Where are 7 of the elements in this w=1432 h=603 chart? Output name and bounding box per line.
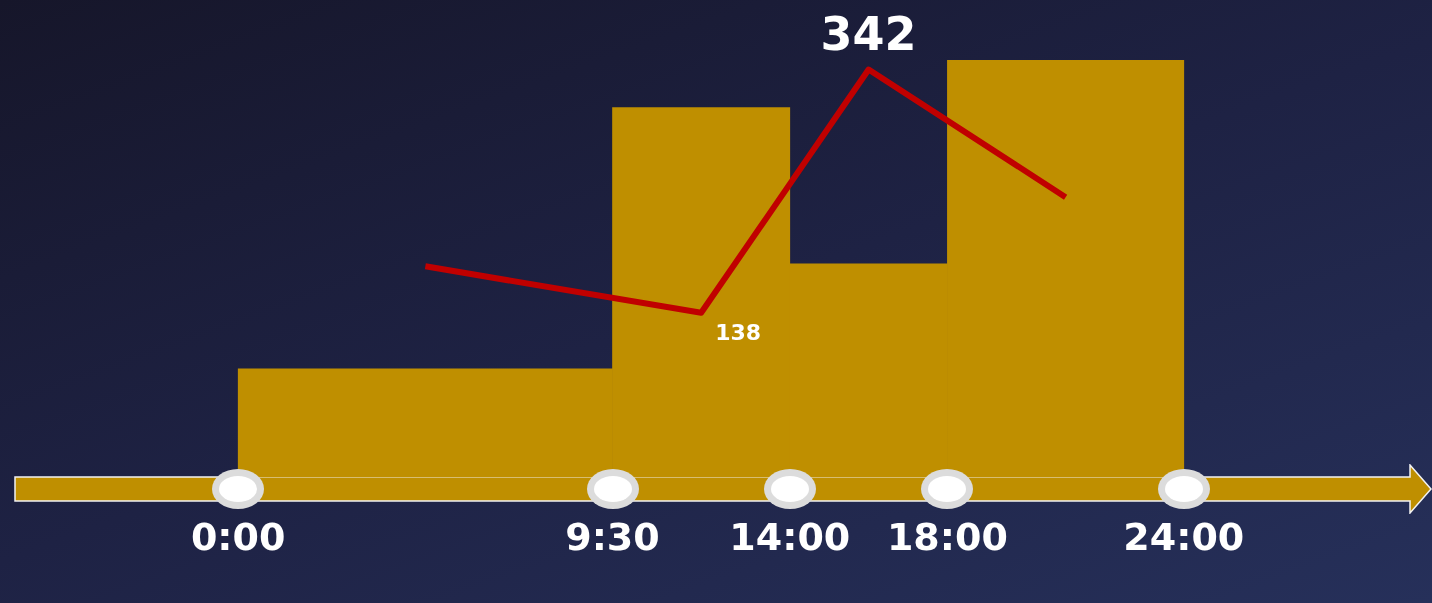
data-label: 138	[715, 319, 762, 345]
x-tick-label: 0:00	[190, 515, 286, 560]
x-tick-label: 18:00	[886, 515, 1008, 560]
data-label: 342	[820, 7, 917, 62]
x-tick-label: 9:30	[565, 515, 660, 560]
x-tick-label: 24:00	[1123, 515, 1245, 560]
x-tick-label: 14:00	[729, 515, 851, 560]
